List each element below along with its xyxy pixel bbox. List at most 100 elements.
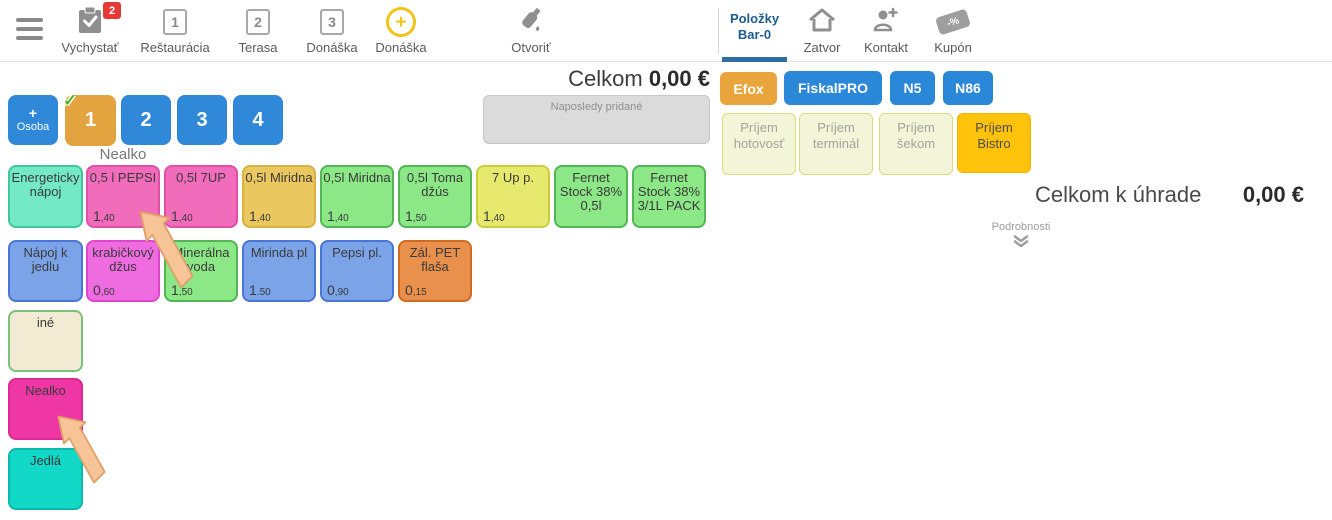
tab-line2: Bar-0	[737, 27, 772, 42]
prijem-sekom-button[interactable]: Príjem šekom	[879, 113, 953, 175]
product-05l-miridna-green[interactable]: 0,5l Miridna 1,40	[320, 165, 394, 228]
number-2-icon: 2	[246, 9, 270, 35]
product-price: 1,40	[171, 208, 193, 224]
nav-donaska-new[interactable]: + Donáška	[369, 6, 433, 58]
product-mirinda-pl[interactable]: Mirinda pl 1.50	[242, 240, 316, 302]
nav-restauracia[interactable]: 1 Reštaurácia	[134, 6, 216, 58]
product-label: Fernet Stock 38% 3/1L PACK	[637, 170, 701, 213]
n86-button[interactable]: N86	[943, 71, 993, 105]
seat-1-button[interactable]: 1	[65, 95, 116, 146]
double-chevron-down-icon	[1013, 235, 1029, 248]
clipboard-check-icon	[77, 6, 103, 39]
nav-kontakt[interactable]: Kontakt	[858, 6, 914, 58]
product-fernet-stock-pack[interactable]: Fernet Stock 38% 3/1L PACK	[632, 165, 706, 228]
order-total: Celkom 0,00 €	[568, 66, 710, 92]
top-toolbar: 2 Vychystať 1 Reštaurácia 2 Terasa 3 Don…	[0, 0, 1332, 62]
product-05l-miridna-yellow[interactable]: 0,5l Miridna 1,40	[242, 165, 316, 228]
add-person-button[interactable]: + Osoba	[8, 95, 58, 145]
product-label: 7 Up p.	[492, 170, 534, 185]
product-price: 1,40	[327, 208, 349, 224]
product-05l-toma-dzus[interactable]: 0,5l Toma džús 1,50	[398, 165, 472, 228]
efox-button[interactable]: Efox	[720, 72, 777, 105]
product-price: 0,15	[405, 282, 427, 298]
nav-label: Donáška	[375, 40, 427, 55]
product-price: 1.50	[249, 282, 271, 298]
nav-label: Zatvor	[803, 40, 841, 55]
product-pepsi-pl[interactable]: Pepsi pl. 0,90	[320, 240, 394, 302]
details-expander[interactable]: Podrobnosti	[975, 221, 1067, 248]
category-nealko[interactable]: Nealko	[8, 378, 83, 440]
nav-label: Donáška	[306, 40, 358, 55]
tab-line1: Položky	[729, 11, 780, 26]
bottle-icon	[516, 5, 546, 40]
nav-vychystat[interactable]: 2 Vychystať	[56, 2, 124, 58]
nav-donaska-3[interactable]: 3 Donáška	[300, 6, 364, 58]
order-total-value: 0,00 €	[648, 66, 710, 91]
tab-polozky-bar0[interactable]: Položky Bar-0	[722, 4, 787, 62]
nav-label: Otvoriť	[511, 40, 551, 55]
nav-label: Vychystať	[61, 40, 119, 55]
status-badge: 2	[103, 2, 121, 19]
product-fernet-stock-05l[interactable]: Fernet Stock 38% 0,5l	[554, 165, 628, 228]
category-jedla[interactable]: Jedlá	[8, 448, 83, 510]
category-ine[interactable]: iné	[8, 310, 83, 372]
product-price: 1,40	[93, 208, 115, 224]
fiskalpro-button[interactable]: FiskalPRO	[784, 71, 882, 105]
order-total-label: Celkom	[568, 66, 643, 91]
product-label: Fernet Stock 38% 0,5l	[559, 170, 623, 213]
product-label: 0,5l 7UP	[176, 170, 226, 185]
due-total-value: 0,00 €	[1242, 182, 1304, 207]
prijem-hotovost-button[interactable]: Príjem hotovosť	[722, 113, 796, 175]
menu-icon[interactable]	[16, 18, 44, 44]
due-total-label: Celkom k úhrade	[1035, 182, 1202, 207]
product-05l-7up[interactable]: 0,5l 7UP 1,40	[164, 165, 238, 228]
product-7up-p[interactable]: 7 Up p. 1,40	[476, 165, 550, 228]
coupon-icon: -%	[935, 8, 971, 36]
product-price: 1,40	[249, 208, 271, 224]
category-napoj-k-jedlu[interactable]: Nápoj k jedlu	[8, 240, 83, 302]
product-05l-pepsi[interactable]: 0,5 l PEPSI 1,40	[86, 165, 160, 228]
active-tab-underline	[722, 57, 787, 62]
number-1-icon: 1	[163, 9, 187, 35]
plus-circle-icon: +	[386, 7, 416, 37]
nav-label: Kupón	[934, 40, 972, 55]
product-zal-pet-flasa[interactable]: Zál. PET flaša 0,15	[398, 240, 472, 302]
product-label: krabičkový džus	[92, 245, 154, 274]
product-label: 0,5l Toma džús	[406, 170, 464, 199]
seat-3-button[interactable]: 3	[177, 95, 227, 145]
recently-added-label: Naposledy pridané	[550, 101, 643, 113]
recently-added-panel: Naposledy pridané	[483, 95, 710, 144]
product-mineralna-voda[interactable]: Minerálna voda 1,50	[164, 240, 238, 302]
product-price: 1,50	[171, 282, 193, 298]
category-section-label: Nealko	[99, 146, 147, 163]
header-divider	[718, 8, 719, 54]
nav-otvorit[interactable]: Otvoriť	[499, 6, 563, 58]
product-label: Mirinda pl	[250, 245, 308, 260]
nav-terasa[interactable]: 2 Terasa	[228, 6, 288, 58]
category-label: Nápoj k jedlu	[23, 245, 68, 274]
seat-2-button[interactable]: 2	[121, 95, 171, 145]
nav-zatvor[interactable]: Zatvor	[796, 6, 848, 58]
product-price: 0,90	[327, 282, 349, 298]
product-price: 1,40	[483, 208, 505, 224]
category-energeticky-napoj[interactable]: Energeticky nápoj	[8, 165, 83, 228]
n5-button[interactable]: N5	[890, 71, 935, 105]
product-label: Pepsi pl.	[332, 245, 382, 260]
home-icon	[807, 6, 837, 39]
product-krabickovy-dzus[interactable]: krabičkový džus 0,60	[86, 240, 160, 302]
prijem-bistro-button[interactable]: Príjem Bistro	[957, 113, 1031, 173]
product-label: 0,5 l PEPSI	[89, 170, 157, 185]
osoba-label: Osoba	[16, 121, 50, 133]
number-3-icon: 3	[320, 9, 344, 35]
nav-label: Reštaurácia	[140, 40, 210, 55]
category-label: iné	[36, 315, 55, 330]
product-label: Minerálna voda	[172, 245, 230, 274]
product-label: Zál. PET flaša	[409, 245, 461, 274]
seat-4-button[interactable]: 4	[233, 95, 283, 145]
nav-label: Kontakt	[863, 40, 909, 55]
category-label: Jedlá	[29, 453, 62, 468]
nav-kupon[interactable]: -% Kupón	[926, 6, 980, 58]
plus-label: +	[28, 105, 38, 121]
prijem-terminal-button[interactable]: Príjem terminál	[799, 113, 873, 175]
person-add-icon	[872, 6, 900, 39]
